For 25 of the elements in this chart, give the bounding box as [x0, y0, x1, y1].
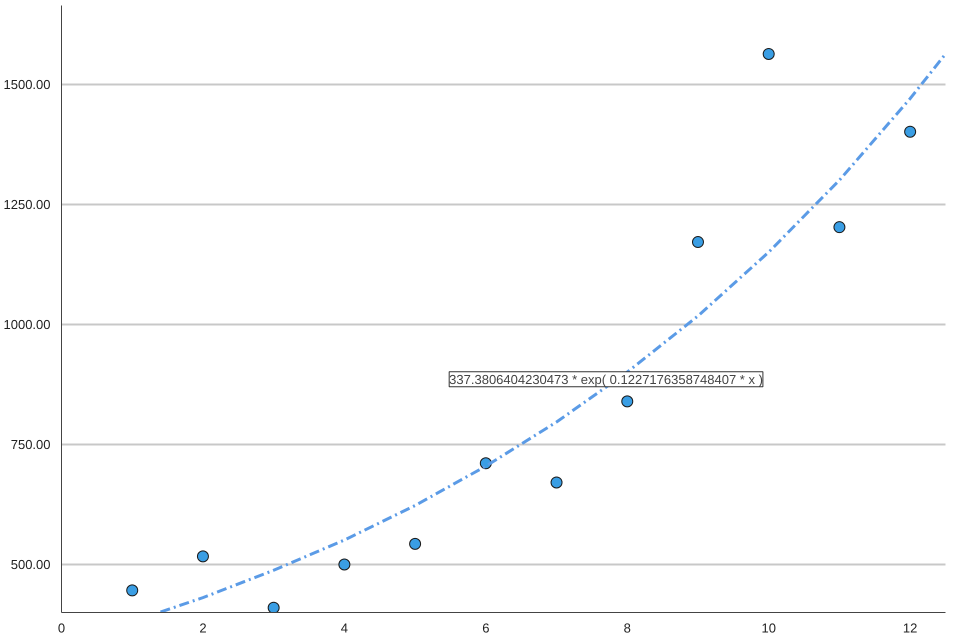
point	[550, 476, 563, 488]
point	[409, 538, 422, 550]
line-series	[159, 52, 946, 612]
y-tick-label: 1250.00	[4, 197, 51, 212]
point	[126, 584, 138, 596]
x-tick-label: 10	[761, 620, 776, 636]
y-tick-label: 1500.00	[4, 77, 51, 92]
x-tick-label: 6	[482, 620, 490, 636]
x-tick-label: 0	[58, 620, 66, 636]
y-tick-label: 750.00	[10, 437, 51, 452]
point	[904, 126, 916, 138]
x-tick-label: 2	[199, 620, 207, 636]
y-tick-label: 500.00	[10, 557, 51, 572]
annotation: 337.3806404230473 * exp( 0.1227176358748407 * x )	[449, 372, 763, 387]
x-tick-label: 12	[902, 620, 918, 636]
point	[833, 221, 846, 234]
x-tick-label: 8	[624, 620, 631, 636]
y-tick-label: 1000.00	[4, 317, 51, 332]
point	[762, 48, 775, 60]
point	[338, 558, 350, 571]
x-tick-label: 4	[340, 620, 348, 636]
point	[196, 550, 209, 562]
point	[268, 602, 280, 612]
point	[621, 395, 634, 408]
point	[692, 236, 704, 248]
